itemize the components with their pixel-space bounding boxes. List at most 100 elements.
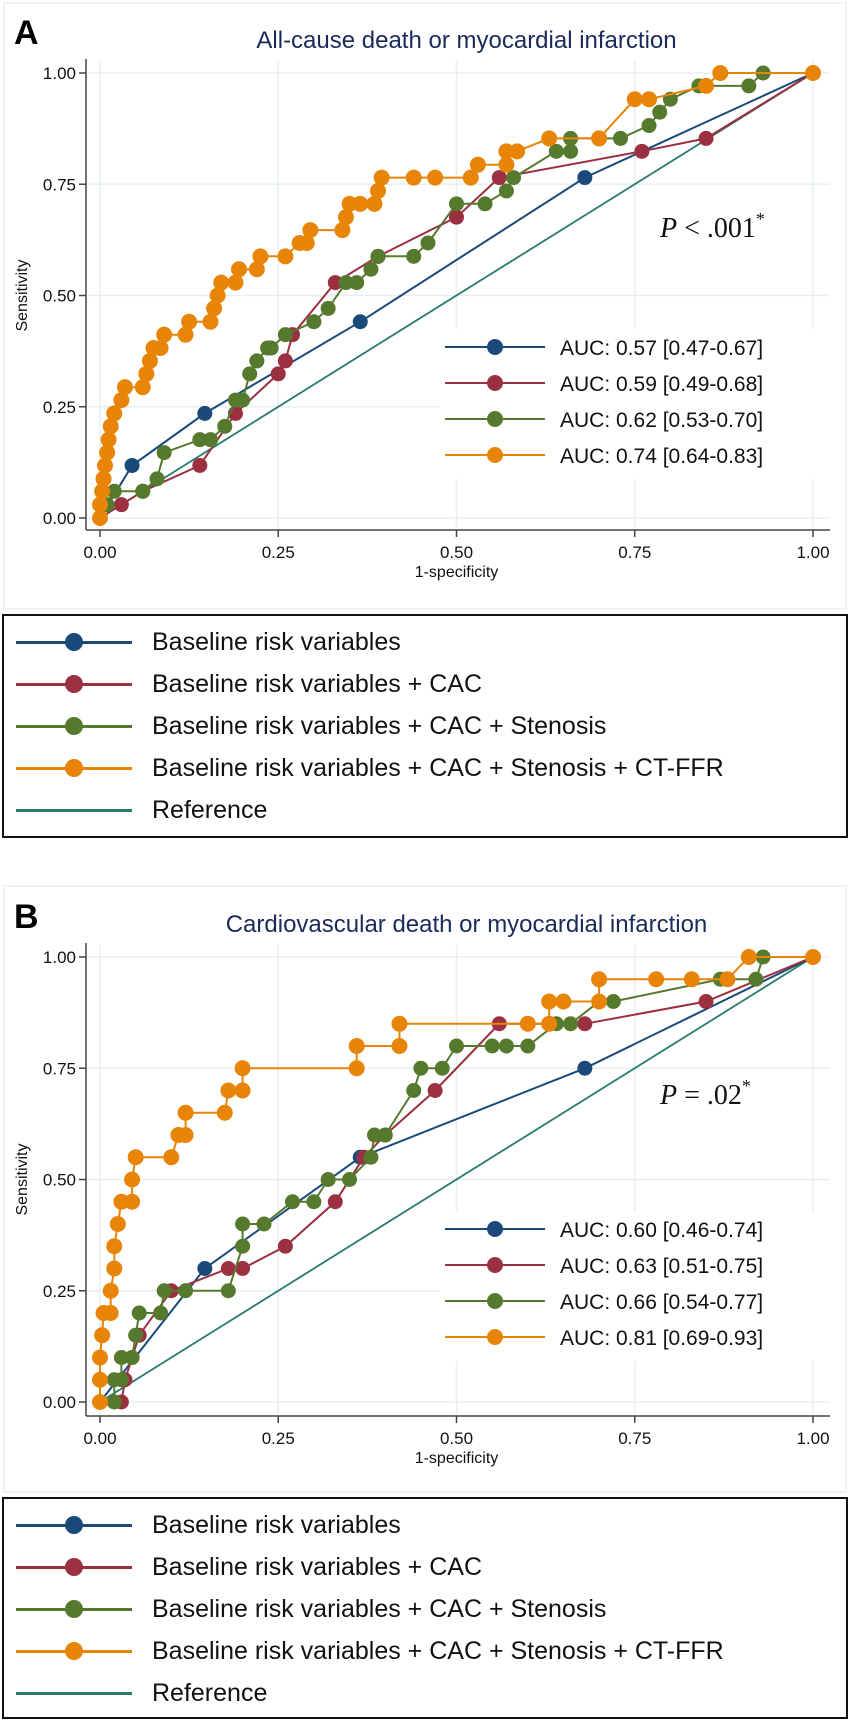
roc-point-ctffr xyxy=(152,340,169,357)
roc-point-stenosis xyxy=(106,483,122,499)
roc-point-ctffr xyxy=(213,274,230,291)
roc-point-ctffr xyxy=(370,182,387,199)
legend-label: Baseline risk variables + CAC xyxy=(152,669,482,698)
auc-legend-label: AUC: 0.62 [0.53-0.70] xyxy=(560,409,763,432)
roc-point-stenosis xyxy=(449,1038,464,1054)
roc-point-stenosis xyxy=(377,1127,393,1143)
roc-point-stenosis xyxy=(563,1016,579,1032)
auc-legend-marker-ctffr xyxy=(487,447,503,463)
roc-point-stenosis xyxy=(338,275,354,291)
y-tick-label: 1.00 xyxy=(43,948,76,967)
roc-point-stenosis xyxy=(520,1038,536,1054)
roc-point-ctffr xyxy=(805,949,821,965)
roc-point-stenosis xyxy=(113,1372,129,1388)
chart-panel-b: 0.00 0.25 0.50 0.75 1.00 0.00 0.25 0.50 0.75 1.00… xyxy=(3,885,847,1493)
roc-point-ctffr xyxy=(509,143,526,160)
roc-point-ctffr xyxy=(234,1060,251,1077)
roc-point-ctffr xyxy=(92,510,108,526)
roc-point-ctffr xyxy=(92,496,108,513)
roc-point-cac xyxy=(277,353,293,369)
roc-point-ctffr xyxy=(156,326,173,343)
roc-point-ctffr xyxy=(541,1015,558,1032)
roc-point-stenosis xyxy=(349,275,365,291)
legend-label: Reference xyxy=(152,795,268,824)
legend-marker-cac xyxy=(65,675,83,693)
roc-point-stenosis xyxy=(263,340,279,356)
roc-point-stenosis xyxy=(235,1238,251,1254)
roc-point-ctffr xyxy=(391,1038,408,1054)
roc-point-stenosis xyxy=(128,1327,144,1343)
roc-point-ctffr xyxy=(641,91,658,108)
roc-point-cac xyxy=(220,1261,236,1276)
roc-point-cac xyxy=(113,497,129,513)
legend-marker-ctffr xyxy=(65,759,83,777)
roc-point-ctffr xyxy=(209,287,226,304)
roc-point-stenosis xyxy=(242,366,258,382)
x-tick-label: 0.00 xyxy=(83,1429,116,1448)
roc-point-stenosis xyxy=(135,483,151,499)
y-tick-label: 0.50 xyxy=(43,287,76,306)
auc-legend-marker-cac xyxy=(487,375,503,391)
series-ctffr xyxy=(92,65,821,526)
panel-frame xyxy=(3,2,847,610)
auc-legend-label: AUC: 0.57 [0.47-0.67] xyxy=(560,337,763,360)
p-value-annotation: P = .02* xyxy=(659,1076,751,1111)
roc-point-stenosis xyxy=(256,1216,272,1232)
roc-point-ctffr xyxy=(163,1149,180,1166)
roc-point-stenosis xyxy=(235,392,251,408)
y-tick-label: 0.75 xyxy=(43,1059,76,1078)
roc-point-cac xyxy=(327,1194,343,1210)
roc-point-ctffr xyxy=(141,352,158,369)
roc-point-stenosis xyxy=(320,300,336,316)
auc-legend-label: AUC: 0.74 [0.64-0.83] xyxy=(560,445,763,468)
legend-item-cac: Baseline risk variables + CAC xyxy=(4,666,482,702)
roc-point-ctffr xyxy=(216,1104,233,1121)
roc-point-stenosis xyxy=(203,432,219,448)
roc-point-cac xyxy=(192,457,208,473)
roc-point-ctffr xyxy=(116,379,133,396)
roc-point-ctffr xyxy=(92,1371,108,1388)
roc-point-ctffr xyxy=(519,1015,536,1032)
roc-point-stenosis xyxy=(548,143,564,159)
roc-point-cac xyxy=(634,143,650,159)
panel-label: B xyxy=(14,898,39,936)
roc-point-ctffr xyxy=(712,65,729,81)
roc-point-ctffr xyxy=(109,1216,126,1232)
legend-label: Baseline risk variables xyxy=(152,1510,401,1539)
x-tick-label: 0.50 xyxy=(440,1429,473,1448)
x-tick-label: 0.25 xyxy=(262,543,295,562)
roc-point-ctffr xyxy=(220,1082,237,1099)
roc-point-ctffr xyxy=(683,971,700,988)
roc-point-cac xyxy=(427,1083,443,1098)
roc-point-ctffr xyxy=(206,300,223,317)
roc-point-stenosis xyxy=(178,1283,194,1299)
roc-point-ctffr xyxy=(134,379,151,396)
series-ctffr xyxy=(92,949,821,1410)
legend-label: Baseline risk variables + CAC + Stenosis xyxy=(152,1594,607,1623)
roc-point-ctffr xyxy=(106,1238,123,1255)
roc-point-ctffr xyxy=(177,326,194,343)
roc-point-ctffr xyxy=(100,431,117,448)
auc-legend-marker-baseline xyxy=(487,1221,503,1237)
chart-panel-a: 0.00 0.25 0.50 0.75 1.00 0.00 0.25 0.50 0.75 1.00… xyxy=(3,2,847,610)
roc-point-baseline xyxy=(577,170,593,186)
legend-marker-stenosis xyxy=(65,1600,83,1618)
roc-point-ctffr xyxy=(626,91,643,108)
roc-point-ctffr xyxy=(102,418,119,435)
roc-point-stenosis xyxy=(113,1350,129,1365)
roc-point-stenosis xyxy=(367,1127,383,1143)
roc-point-baseline xyxy=(197,405,213,421)
roc-point-ctffr xyxy=(248,261,265,278)
legend-label: Baseline risk variables + CAC xyxy=(152,1552,482,1581)
roc-point-ctffr xyxy=(252,248,269,265)
roc-point-ctffr xyxy=(469,156,486,173)
p-symbol: P xyxy=(659,213,677,244)
x-tick-label: 1.00 xyxy=(796,543,829,562)
roc-point-cac xyxy=(449,209,464,225)
auc-legend-marker-stenosis xyxy=(487,1293,503,1309)
roc-point-ctffr xyxy=(106,405,123,422)
y-tick-label: 0.25 xyxy=(43,398,76,417)
roc-point-stenosis xyxy=(484,1038,500,1054)
roc-point-stenosis xyxy=(153,1305,169,1321)
roc-point-stenosis xyxy=(363,1149,379,1165)
